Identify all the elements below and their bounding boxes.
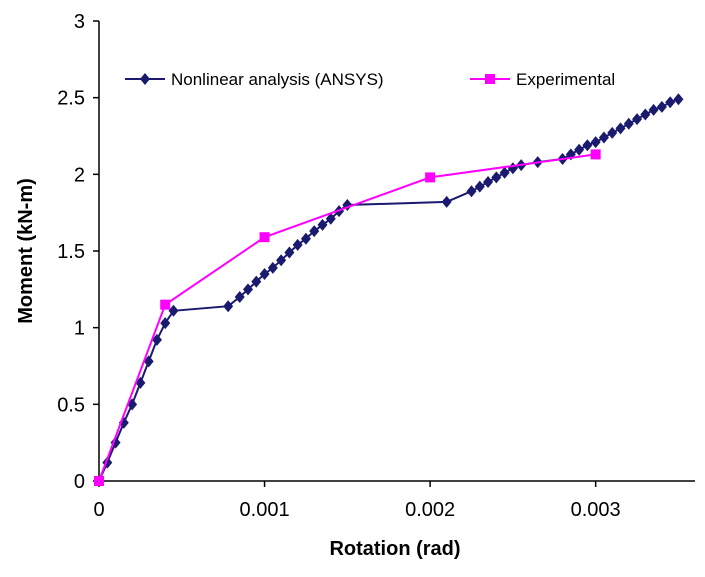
legend-label: Nonlinear analysis (ANSYS)	[171, 70, 384, 89]
y-tick-label: 1.5	[57, 241, 85, 263]
y-tick-label: 0	[74, 471, 85, 493]
data-point	[160, 317, 171, 330]
legend-marker	[485, 74, 495, 84]
data-point	[491, 171, 502, 184]
data-point	[483, 176, 494, 188]
data-point	[168, 304, 179, 317]
data-point	[284, 246, 295, 259]
data-point	[259, 268, 270, 280]
data-point	[143, 355, 154, 368]
data-point	[665, 96, 676, 109]
data-point	[94, 476, 104, 486]
x-axis-label: Rotation (rad)	[329, 538, 460, 560]
data-point	[507, 162, 518, 175]
data-point	[648, 103, 659, 116]
data-point	[574, 143, 585, 156]
data-point	[607, 126, 618, 139]
data-point	[590, 149, 601, 160]
data-point	[598, 131, 609, 144]
x-tick-label: 0.002	[405, 499, 455, 521]
data-point	[276, 254, 287, 267]
data-point	[243, 283, 253, 296]
data-point	[656, 100, 667, 113]
x-tick-label: 0.003	[571, 499, 621, 521]
data-point	[623, 117, 634, 130]
data-point	[223, 300, 234, 313]
legend-label: Experimental	[516, 70, 615, 89]
data-point	[259, 232, 270, 243]
data-point	[632, 113, 643, 126]
data-point	[615, 122, 626, 135]
y-tick-label: 2.5	[57, 88, 85, 110]
legend-marker	[140, 73, 150, 85]
data-point	[441, 195, 452, 208]
data-point	[309, 225, 320, 238]
data-point	[474, 180, 485, 193]
data-point	[640, 108, 651, 121]
data-point	[151, 333, 162, 346]
data-point	[292, 238, 303, 251]
y-tick-label: 3	[74, 11, 85, 33]
y-axis-label: Moment (kN-m)	[15, 178, 37, 324]
data-point	[673, 93, 684, 106]
data-point	[466, 185, 477, 198]
data-point	[499, 166, 510, 179]
x-tick-label: 0	[93, 499, 104, 521]
data-point	[590, 136, 601, 149]
data-point	[234, 291, 245, 303]
data-point	[300, 232, 311, 245]
data-point	[160, 299, 171, 310]
y-tick-label: 0.5	[57, 394, 85, 416]
data-point	[251, 275, 262, 288]
y-tick-label: 1	[74, 318, 85, 340]
data-point	[582, 139, 593, 152]
data-point	[325, 212, 336, 225]
y-tick-label: 2	[74, 164, 85, 186]
data-point	[317, 218, 328, 231]
data-point	[425, 172, 436, 183]
x-tick-label: 0.001	[240, 499, 290, 521]
data-point	[267, 261, 278, 274]
